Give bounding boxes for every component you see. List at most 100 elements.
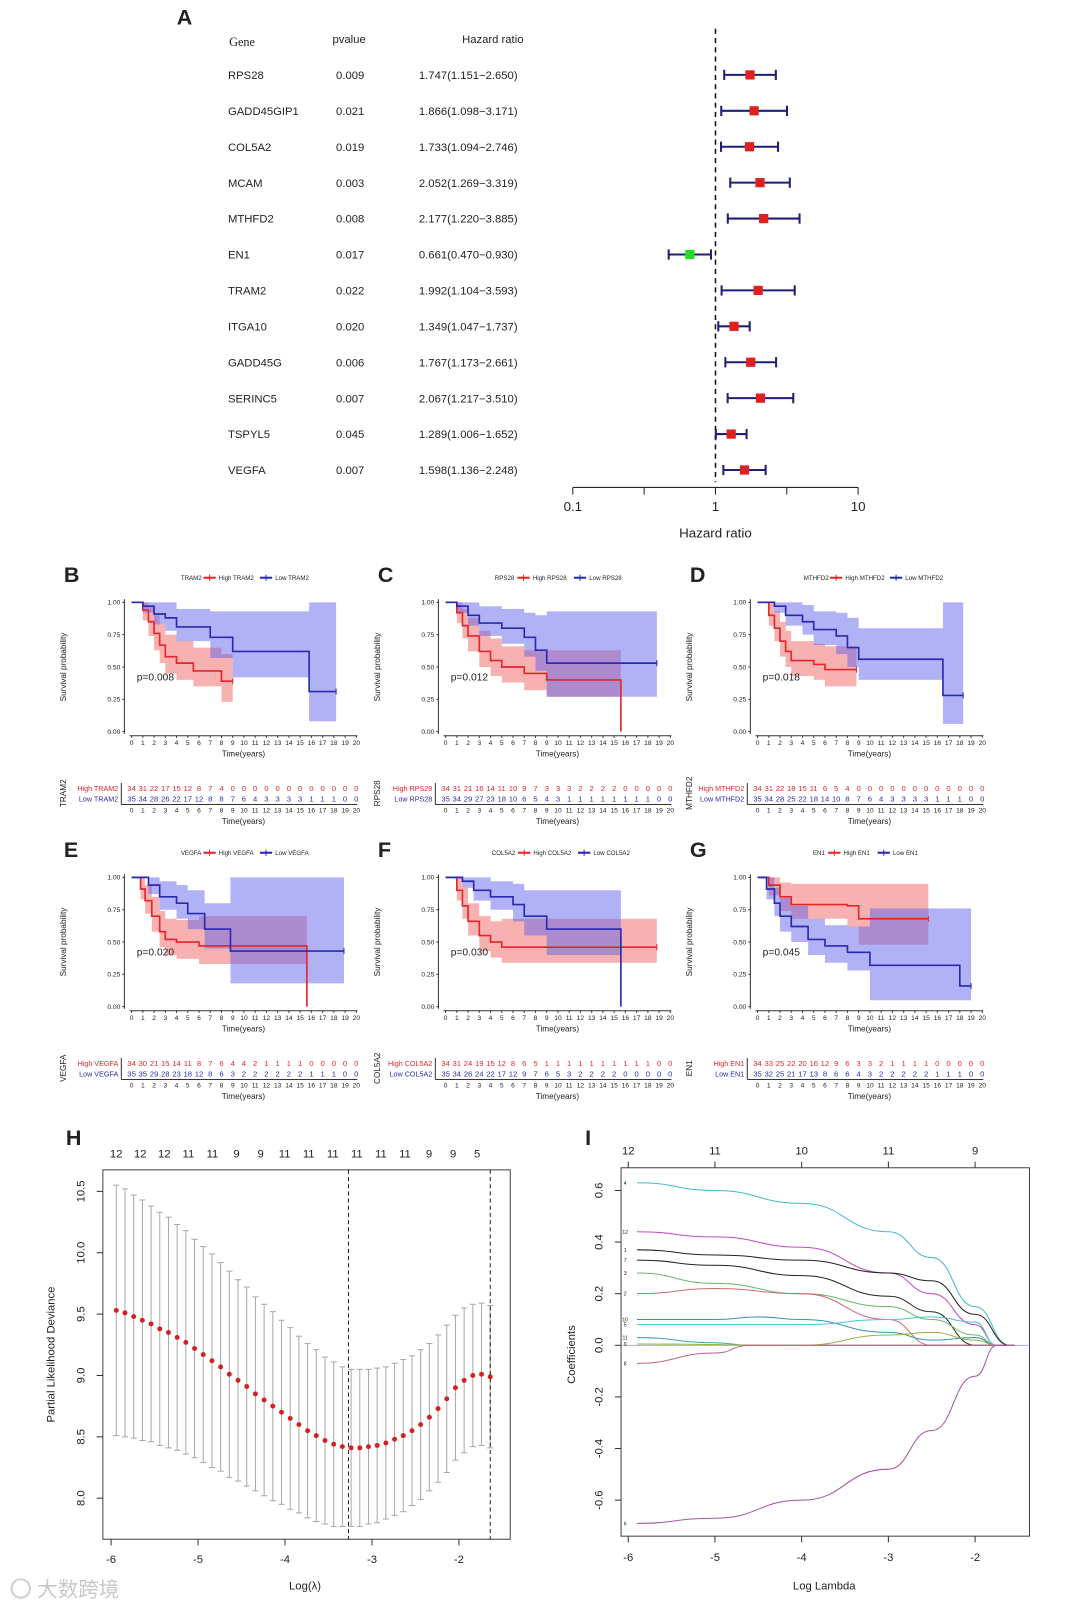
km-ci-band-low: [757, 877, 972, 1001]
risk-table-row-label-low: Low EN1: [715, 1070, 744, 1078]
risk-count: 2: [879, 1069, 883, 1078]
risk-count: 21: [150, 1059, 159, 1068]
risk-count: 31: [765, 784, 774, 793]
risk-count: 18: [497, 794, 506, 803]
coef-y-tick-label: -0.4: [594, 1439, 606, 1458]
km-legend-label-low: Low MTHFD2: [905, 575, 943, 582]
km-legend-label-low: Low VEGFA: [275, 850, 309, 857]
km-y-tick-label: 0.50: [733, 939, 746, 946]
coef-path-12: [636, 1231, 1015, 1346]
risk-count: 12: [195, 1069, 204, 1078]
risk-count: 22: [150, 784, 159, 793]
risk-table-x-tick-label: 7: [522, 1083, 526, 1090]
km-y-tick-label: 0.75: [733, 632, 746, 639]
risk-count: 0: [354, 1069, 358, 1078]
risk-count: 4: [242, 1059, 247, 1068]
km-x-tick-label: 9: [857, 740, 861, 747]
risk-table-x-tick-label: 1: [141, 1083, 145, 1090]
risk-count: 3: [868, 1069, 872, 1078]
risk-count: 17: [161, 784, 170, 793]
risk-count: 3: [567, 1069, 571, 1078]
km-curve-high: [131, 876, 308, 1007]
risk-count: 8: [197, 784, 201, 793]
coef-path-label: 8: [624, 1361, 627, 1367]
km-x-tick-label: 8: [534, 1015, 538, 1022]
panel-label-g: G: [690, 838, 707, 862]
km-curve-low: [131, 876, 344, 952]
cv-mean-point: [113, 1307, 119, 1313]
risk-count: 21: [464, 784, 473, 793]
risk-count: 8: [219, 794, 223, 803]
km-x-tick-label: 19: [341, 740, 349, 747]
risk-count: 5: [533, 1059, 537, 1068]
risk-table-x-tick-label: 5: [812, 1083, 816, 1090]
km-y-tick-label: 1.00: [107, 600, 120, 607]
forest-gene-label: GADD45G: [228, 357, 282, 369]
risk-table-x-tick-label: 17: [319, 1083, 327, 1090]
risk-count: 0: [276, 784, 280, 793]
cv-mean-point: [383, 1440, 389, 1446]
watermark-icon: [10, 1578, 32, 1599]
km-x-tick-label: 16: [934, 740, 942, 747]
forest-gene-label: GADD45GIP1: [228, 106, 299, 118]
risk-count: 0: [924, 784, 928, 793]
risk-count: 3: [556, 784, 560, 793]
coef-y-tick-label: -0.6: [594, 1490, 606, 1509]
cv-y-tick-label: 8.0: [75, 1490, 87, 1506]
risk-count: 22: [172, 794, 181, 803]
km-y-tick-label: 0.75: [421, 632, 434, 639]
cv-mean-point: [452, 1385, 458, 1391]
risk-count: 3: [868, 1059, 872, 1068]
cv-mean-point: [261, 1397, 267, 1403]
risk-count: 3: [264, 794, 268, 803]
coef-path-label: 12: [622, 1230, 628, 1236]
risk-table-x-tick-label: 1: [767, 1083, 771, 1090]
risk-count: 34: [127, 1059, 136, 1068]
risk-table-x-tick-label: 19: [655, 1083, 663, 1090]
risk-table-x-tick-label: 2: [152, 1083, 156, 1090]
km-y-axis-label: Survival probability: [685, 632, 694, 702]
risk-count: 2: [242, 1069, 246, 1078]
forest-pvalue: 0.008: [336, 214, 364, 226]
km-x-tick-label: 18: [956, 740, 964, 747]
risk-table-x-tick-label: 7: [522, 808, 526, 815]
cv-x-tick-label: -5: [193, 1554, 203, 1566]
risk-count: 1: [578, 1059, 582, 1068]
cv-y-tick-label: 8.5: [75, 1429, 87, 1445]
km-y-tick-label: 0.75: [107, 632, 120, 639]
km-x-tick-label: 11: [878, 740, 885, 747]
km-y-tick-label: 0.25: [107, 972, 120, 979]
cv-y-tick-label: 9.0: [75, 1368, 87, 1384]
km-x-tick-label: 2: [152, 740, 156, 747]
risk-count: 34: [127, 784, 136, 793]
risk-table-x-tick-label: 4: [801, 1083, 805, 1090]
coef-path-1: [636, 1249, 1015, 1346]
risk-count: 3: [287, 794, 291, 803]
km-x-tick-label: 15: [922, 1015, 930, 1022]
risk-table-x-axis-label: Time(years): [536, 817, 580, 826]
km-x-tick-label: 18: [330, 740, 338, 747]
forest-hr-marker: [745, 70, 755, 80]
forest-hr-marker: [739, 465, 750, 475]
risk-count: 0: [253, 784, 257, 793]
risk-count: 1: [913, 1059, 917, 1068]
km-legend-label-low: Low TRAM2: [275, 575, 309, 582]
risk-table-row-label-low: Low COL5A2: [390, 1070, 433, 1078]
km-x-tick-label: 3: [477, 1015, 481, 1022]
risk-count: 3: [924, 794, 928, 803]
forest-gene-label: SERINC5: [228, 393, 277, 405]
forest-gene-label: EN1: [228, 250, 250, 262]
cv-nonzero-count: 12: [134, 1149, 147, 1161]
coef-path-6: [636, 1344, 1015, 1524]
risk-count: 1: [623, 1059, 627, 1068]
risk-count: 1: [298, 1059, 302, 1068]
risk-count: 29: [464, 794, 473, 803]
risk-count: 27: [475, 794, 484, 803]
risk-count: 3: [556, 794, 560, 803]
panel-label-h: H: [66, 1126, 82, 1150]
forest-hr-marker: [744, 142, 755, 152]
km-x-tick-label: 15: [610, 740, 618, 747]
risk-count: 2: [287, 1069, 291, 1078]
km-p-value: p=0.012: [451, 672, 489, 683]
risk-table-x-tick-label: 13: [900, 808, 908, 815]
